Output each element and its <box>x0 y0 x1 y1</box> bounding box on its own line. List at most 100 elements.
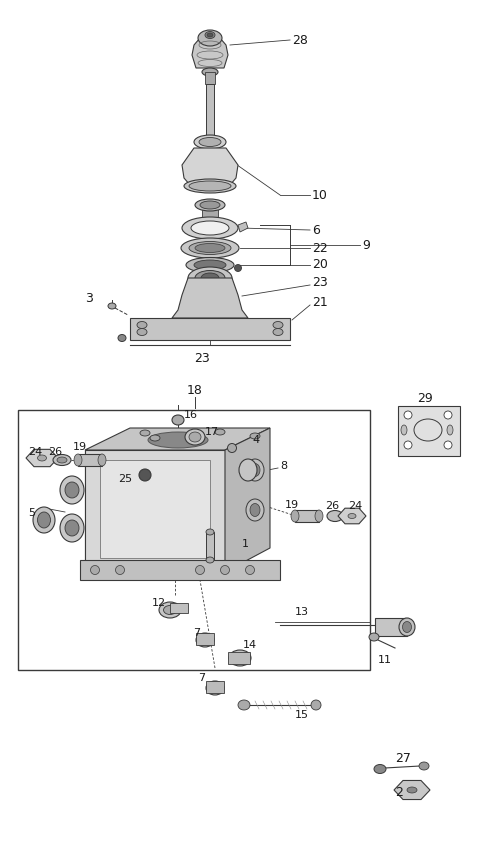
Bar <box>80 560 280 580</box>
Ellipse shape <box>311 700 321 710</box>
Ellipse shape <box>250 503 260 516</box>
Ellipse shape <box>181 238 239 258</box>
Ellipse shape <box>239 459 257 481</box>
Ellipse shape <box>399 618 415 636</box>
Text: 2: 2 <box>395 786 403 800</box>
Ellipse shape <box>65 520 79 536</box>
Ellipse shape <box>182 217 238 239</box>
Ellipse shape <box>200 201 220 209</box>
Text: 20: 20 <box>312 258 328 272</box>
Ellipse shape <box>199 138 221 147</box>
Ellipse shape <box>210 684 220 692</box>
Text: 28: 28 <box>292 33 308 47</box>
Ellipse shape <box>444 411 452 419</box>
Ellipse shape <box>374 764 386 773</box>
Ellipse shape <box>137 329 147 335</box>
Text: 13: 13 <box>295 607 309 617</box>
Text: 6: 6 <box>312 223 320 237</box>
Ellipse shape <box>246 499 264 521</box>
Ellipse shape <box>220 565 229 575</box>
Ellipse shape <box>37 512 50 528</box>
Ellipse shape <box>315 510 323 522</box>
Text: 27: 27 <box>395 751 411 764</box>
Polygon shape <box>182 148 238 185</box>
Ellipse shape <box>74 454 82 466</box>
Bar <box>375 618 407 636</box>
Text: 18: 18 <box>187 384 203 396</box>
Ellipse shape <box>118 335 126 341</box>
Ellipse shape <box>172 415 184 425</box>
Ellipse shape <box>444 441 452 449</box>
Text: 7: 7 <box>198 673 205 683</box>
Text: 16: 16 <box>184 410 198 420</box>
Text: 21: 21 <box>312 295 328 308</box>
Text: 26: 26 <box>48 447 62 457</box>
Ellipse shape <box>65 482 79 498</box>
Text: 22: 22 <box>312 241 328 255</box>
Ellipse shape <box>194 260 226 270</box>
Polygon shape <box>85 428 270 450</box>
Text: 29: 29 <box>417 391 433 404</box>
Ellipse shape <box>207 33 213 37</box>
Ellipse shape <box>116 565 124 575</box>
Polygon shape <box>85 450 225 572</box>
Ellipse shape <box>189 181 231 191</box>
Bar <box>398 406 460 456</box>
Text: 7: 7 <box>193 628 200 638</box>
Ellipse shape <box>60 476 84 504</box>
Text: 4: 4 <box>252 435 259 445</box>
Text: 19: 19 <box>285 500 299 510</box>
Polygon shape <box>192 35 228 68</box>
Text: 24: 24 <box>348 501 362 511</box>
Ellipse shape <box>419 762 429 770</box>
Ellipse shape <box>447 425 453 435</box>
Ellipse shape <box>206 557 214 563</box>
Ellipse shape <box>250 433 260 439</box>
Bar <box>295 510 319 522</box>
Ellipse shape <box>148 432 208 448</box>
Ellipse shape <box>195 271 225 285</box>
Ellipse shape <box>401 425 407 435</box>
Text: 23: 23 <box>194 351 210 364</box>
Ellipse shape <box>108 303 116 309</box>
Text: 10: 10 <box>312 188 328 201</box>
Text: 11: 11 <box>378 655 392 665</box>
Ellipse shape <box>195 199 225 211</box>
Ellipse shape <box>404 411 412 419</box>
Text: 5: 5 <box>28 508 35 518</box>
Ellipse shape <box>185 429 205 445</box>
Bar <box>206 532 214 560</box>
Text: 15: 15 <box>295 710 309 720</box>
Ellipse shape <box>191 221 229 235</box>
Text: 17: 17 <box>205 427 219 437</box>
Ellipse shape <box>369 633 379 641</box>
Ellipse shape <box>33 507 55 533</box>
Bar <box>18 410 370 670</box>
Polygon shape <box>394 780 430 800</box>
Text: 8: 8 <box>280 461 287 471</box>
Ellipse shape <box>184 179 236 193</box>
Ellipse shape <box>250 464 260 476</box>
Polygon shape <box>225 428 270 572</box>
Ellipse shape <box>233 654 247 662</box>
Ellipse shape <box>198 30 222 46</box>
Ellipse shape <box>205 31 215 38</box>
Ellipse shape <box>200 636 210 644</box>
Ellipse shape <box>215 429 225 435</box>
Text: 23: 23 <box>312 275 328 289</box>
Text: 26: 26 <box>325 501 339 511</box>
Ellipse shape <box>273 322 283 329</box>
Text: 12: 12 <box>152 598 166 608</box>
Ellipse shape <box>139 469 151 481</box>
Ellipse shape <box>273 329 283 335</box>
Polygon shape <box>338 509 366 524</box>
Polygon shape <box>238 222 248 232</box>
Ellipse shape <box>188 267 232 289</box>
Ellipse shape <box>291 510 299 522</box>
Ellipse shape <box>327 510 343 521</box>
Text: 1: 1 <box>242 539 249 549</box>
Ellipse shape <box>194 135 226 149</box>
Ellipse shape <box>53 454 71 465</box>
Ellipse shape <box>189 241 231 255</box>
Ellipse shape <box>186 257 234 273</box>
